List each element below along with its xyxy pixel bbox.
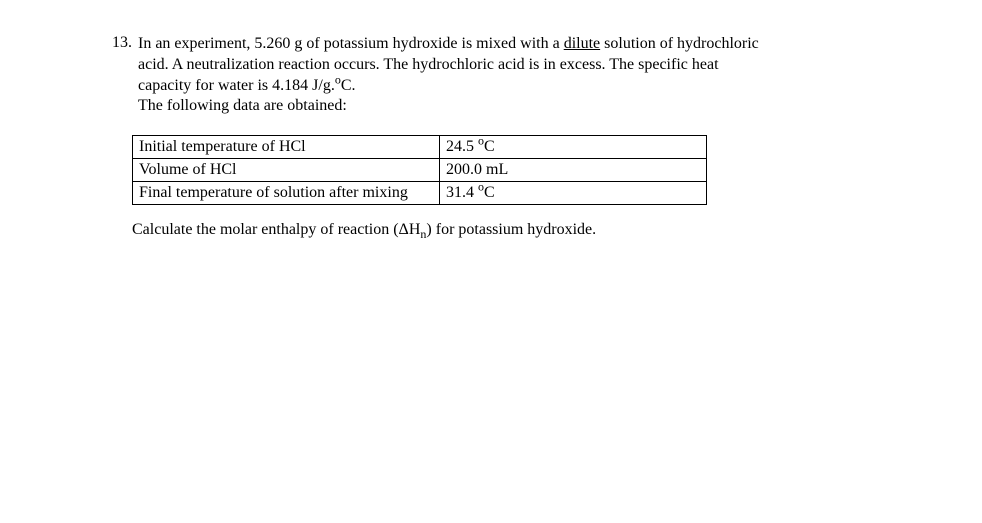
para-line2: acid. A neutralization reaction occurs. … [138,56,719,73]
question-header-row: 13. In an experiment, 5.260 g of potassi… [100,34,900,117]
value-post: C [484,138,495,155]
para-line1-b: solution of hydrochloric [600,35,759,52]
question-number: 13. [100,34,138,52]
table-row: Volume of HCl 200.0 mL [133,159,707,182]
value-pre: 31.4 [446,184,478,201]
value-pre: 200.0 mL [446,161,508,178]
question-block: 13. In an experiment, 5.260 g of potassi… [100,34,900,239]
table-cell-label: Initial temperature of HCl [133,136,440,159]
para-line3-b: C. [341,77,356,94]
table-cell-value: 24.5 oC [440,136,707,159]
value-pre: 24.5 [446,138,478,155]
prompt-b: ) for potassium hydroxide. [426,221,596,238]
table-row: Final temperature of solution after mixi… [133,182,707,205]
para-line3-a: capacity for water is 4.184 J/g. [138,77,335,94]
question-body: In an experiment, 5.260 g of potassium h… [138,34,900,117]
table-cell-label: Final temperature of solution after mixi… [133,182,440,205]
table-cell-label: Volume of HCl [133,159,440,182]
para-line1-underlined: dilute [564,35,600,52]
table-cell-value: 200.0 mL [440,159,707,182]
table-row: Initial temperature of HCl 24.5 oC [133,136,707,159]
value-post: C [484,184,495,201]
data-table: Initial temperature of HCl 24.5 oC Volum… [132,135,707,205]
para-line4: The following data are obtained: [138,97,347,114]
prompt-a: Calculate the molar enthalpy of reaction… [132,221,420,238]
para-line1-a: In an experiment, 5.260 g of potassium h… [138,35,564,52]
calculation-prompt: Calculate the molar enthalpy of reaction… [132,221,900,239]
table-cell-value: 31.4 oC [440,182,707,205]
